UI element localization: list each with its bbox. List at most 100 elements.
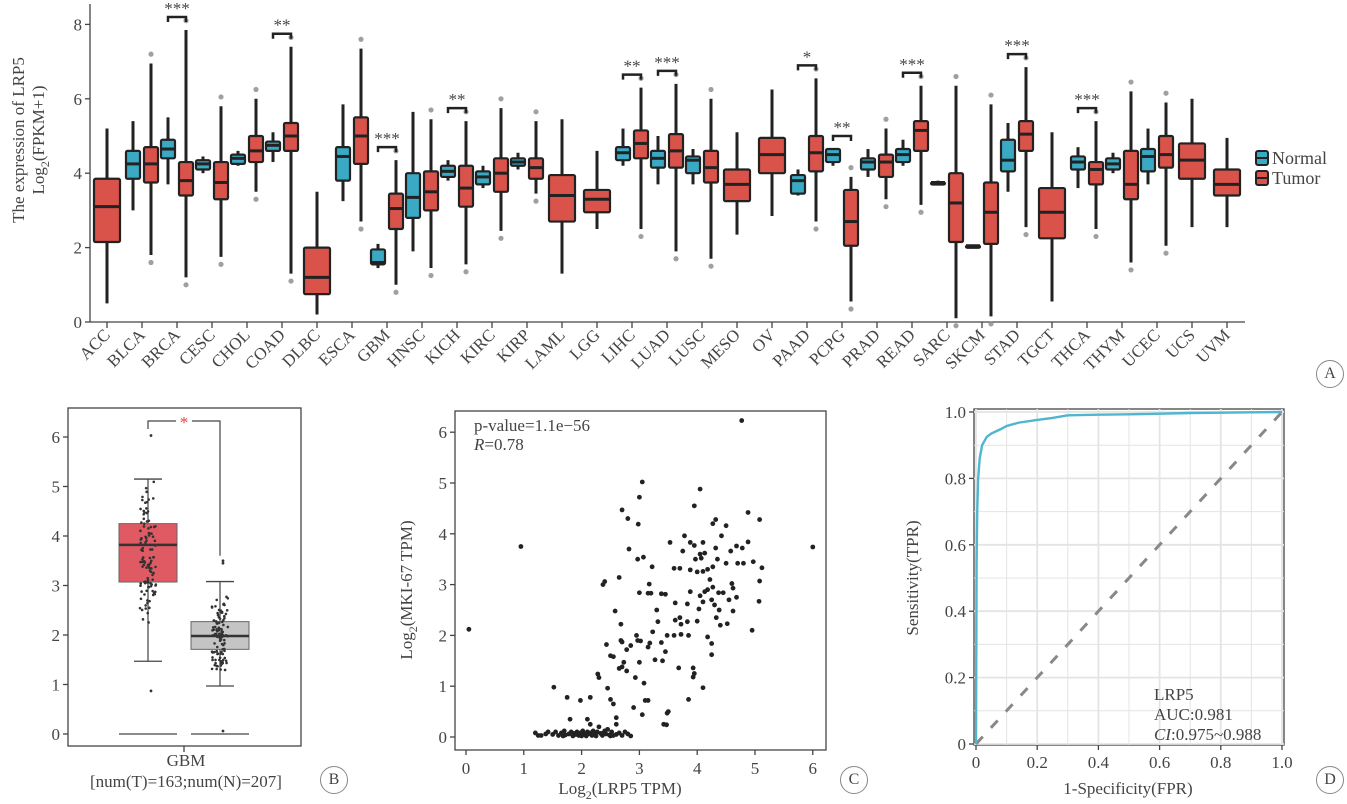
outlier-point (1023, 231, 1029, 238)
scatter-point (561, 728, 567, 734)
panel-b-y-tick-label: 6 (52, 428, 61, 447)
panel-b-normal-jitter-point (212, 619, 216, 622)
scatter-point (637, 494, 642, 500)
outlier-point (253, 86, 259, 93)
scatter-point (697, 486, 703, 492)
scatter-point (664, 722, 669, 728)
scatter-point (691, 503, 697, 509)
scatter-point (672, 617, 678, 623)
panel-c-scatter: 0 1 2 3 4 5 6 0 1 2 3 4 5 6 p-value=1.1e−56 R=0.78 Lo… (397, 410, 827, 802)
panel-c-y-tick-label: 3 (439, 576, 448, 595)
panel-b-tumor-jitter-point (148, 606, 151, 610)
panel-b-tumor-jitter-point (151, 535, 155, 539)
box-normal-blca (124, 121, 142, 211)
box-normal-sarc (929, 180, 947, 186)
panel-c-y-tick-label: 2 (439, 626, 448, 645)
panel-b-normal-jitter-point (217, 627, 221, 630)
box-tumor-acc-body (92, 177, 122, 244)
panel-a-x-tick-label: KICH (421, 325, 464, 368)
scatter-point (678, 621, 684, 627)
panel-a-x-tick-label: BRCA (138, 325, 185, 372)
box-normal-cesc (194, 156, 212, 174)
panel-b-normal-jitter-point (225, 609, 229, 612)
scatter-point (654, 607, 660, 613)
scatter-point (604, 642, 609, 647)
panel-b-tumor-jitter-point (146, 611, 150, 615)
scatter-point (724, 621, 730, 627)
scatter-point (619, 664, 625, 670)
box-tumor-laml (547, 119, 577, 274)
scatter-point (713, 615, 719, 621)
panel-d-x-tick-label: 0.4 (1088, 753, 1110, 772)
box-tumor-uvm (1212, 137, 1242, 228)
scatter-point (687, 567, 693, 573)
panel-b-xlabel-counts: [num(T)=163;num(N)=207] (90, 772, 282, 791)
scatter-point (545, 729, 551, 735)
significance-bracket (796, 64, 818, 71)
panel-b-normal-jitter-point (218, 656, 222, 660)
scatter-point (694, 618, 700, 624)
box-normal-prad (859, 149, 877, 177)
panel-b-tumor-jitter-point (150, 567, 153, 570)
box-tumor-gbm-body (387, 192, 405, 231)
outlier-point (533, 109, 539, 115)
scatter-point (734, 594, 739, 600)
panel-b-y-tick-label: 5 (52, 478, 61, 497)
significance-label: *** (1004, 36, 1030, 55)
scatter-point (745, 539, 751, 545)
scatter-point (618, 621, 624, 627)
panel-b-normal-jitter-point (213, 625, 217, 629)
box-tumor-cesc-body (212, 160, 230, 201)
scatter-point (619, 639, 625, 645)
scatter-point (680, 548, 686, 554)
panel-label-a: A (1316, 360, 1344, 388)
panel-b-normal-jitter-point (222, 638, 226, 642)
significance-label: * (803, 47, 812, 66)
box-tumor-brca (177, 29, 195, 278)
box-tumor-thca-body (1087, 160, 1105, 186)
panel-a-x-tick-label: LAML (521, 325, 568, 372)
box-tumor-lgg-body (582, 188, 612, 214)
panel-b-normal-jitter-point (219, 664, 223, 667)
panel-b-normal-jitter-point (221, 652, 225, 656)
box-tumor-chol (247, 98, 265, 192)
scatter-point (624, 647, 630, 653)
scatter-point (650, 629, 656, 635)
panel-a-x-tick-label: LUAD (627, 325, 674, 372)
panel-b-tumor-jitter-point (146, 581, 150, 584)
box-normal-brca (159, 117, 177, 185)
significance-bracket (901, 71, 923, 78)
panel-b-normal-outlier (221, 561, 225, 565)
scatter-point (605, 685, 611, 691)
scatter-point (619, 733, 625, 738)
panel-b-tumor-jitter-point (141, 546, 145, 550)
outlier-point (883, 204, 889, 210)
panel-label-d: D (1316, 766, 1344, 794)
scatter-point (665, 709, 671, 714)
scatter-point (580, 728, 586, 734)
scatter-point (672, 600, 678, 606)
scatter-point (728, 548, 734, 554)
box-normal-prad-body (859, 157, 877, 171)
panel-b-normal-jitter-point (220, 633, 224, 636)
box-tumor-stad-body (1017, 120, 1035, 152)
scatter-point (639, 479, 645, 485)
outlier-point (708, 86, 714, 93)
panel-b-normal-jitter-point (222, 623, 225, 627)
scatter-point (756, 598, 762, 604)
scatter-point (637, 659, 642, 665)
box-normal-thym (1104, 152, 1122, 174)
scatter-point (608, 733, 613, 739)
panel-b-tumor-jitter-point (144, 604, 147, 607)
box-normal-gbm (369, 243, 387, 269)
panel-d-ylabel: Sensitivity(TPR) (903, 520, 922, 635)
panel-d-y-tick-label: 1.0 (945, 403, 966, 422)
box-normal-lusc (684, 149, 702, 185)
box-normal-luad (649, 136, 667, 185)
panel-a-ylabel-line1: The expression of LRP5 (9, 57, 28, 223)
panel-a-x-tick-label: PRAD (838, 325, 884, 371)
scatter-point (713, 545, 719, 551)
panel-c-x-tick-label: 3 (635, 759, 644, 778)
scatter-point (710, 521, 716, 527)
panel-b-normal-jitter-point (219, 652, 222, 656)
